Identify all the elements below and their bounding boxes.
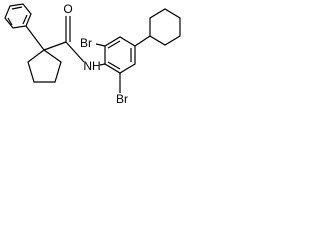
- bond: [25, 25, 45, 51]
- bond: [95, 43, 106, 47]
- bond: [65, 41, 85, 63]
- atom-label: Br: [116, 92, 128, 106]
- atom-label: O: [63, 2, 72, 16]
- aromatic-bond: [22, 14, 28, 25]
- aromatic-bond: [11, 6, 23, 10]
- cyclopentane-ring: [27, 49, 62, 83]
- cyclohexane-ring: [149, 8, 181, 46]
- page: O NH Br Br (() => { const data = JSON.pa…: [0, 0, 320, 116]
- bond: [99, 63, 106, 66]
- aromatic-bond: [107, 61, 121, 70]
- bond: [43, 41, 67, 51]
- atom-label: NH: [83, 59, 100, 73]
- aromatic-bond: [7, 17, 13, 26]
- atom-label: Br: [80, 36, 92, 50]
- aromatic-bond: [107, 40, 121, 49]
- molecule-diagram: O NH Br Br: [4, 2, 181, 106]
- bond: [134, 35, 151, 47]
